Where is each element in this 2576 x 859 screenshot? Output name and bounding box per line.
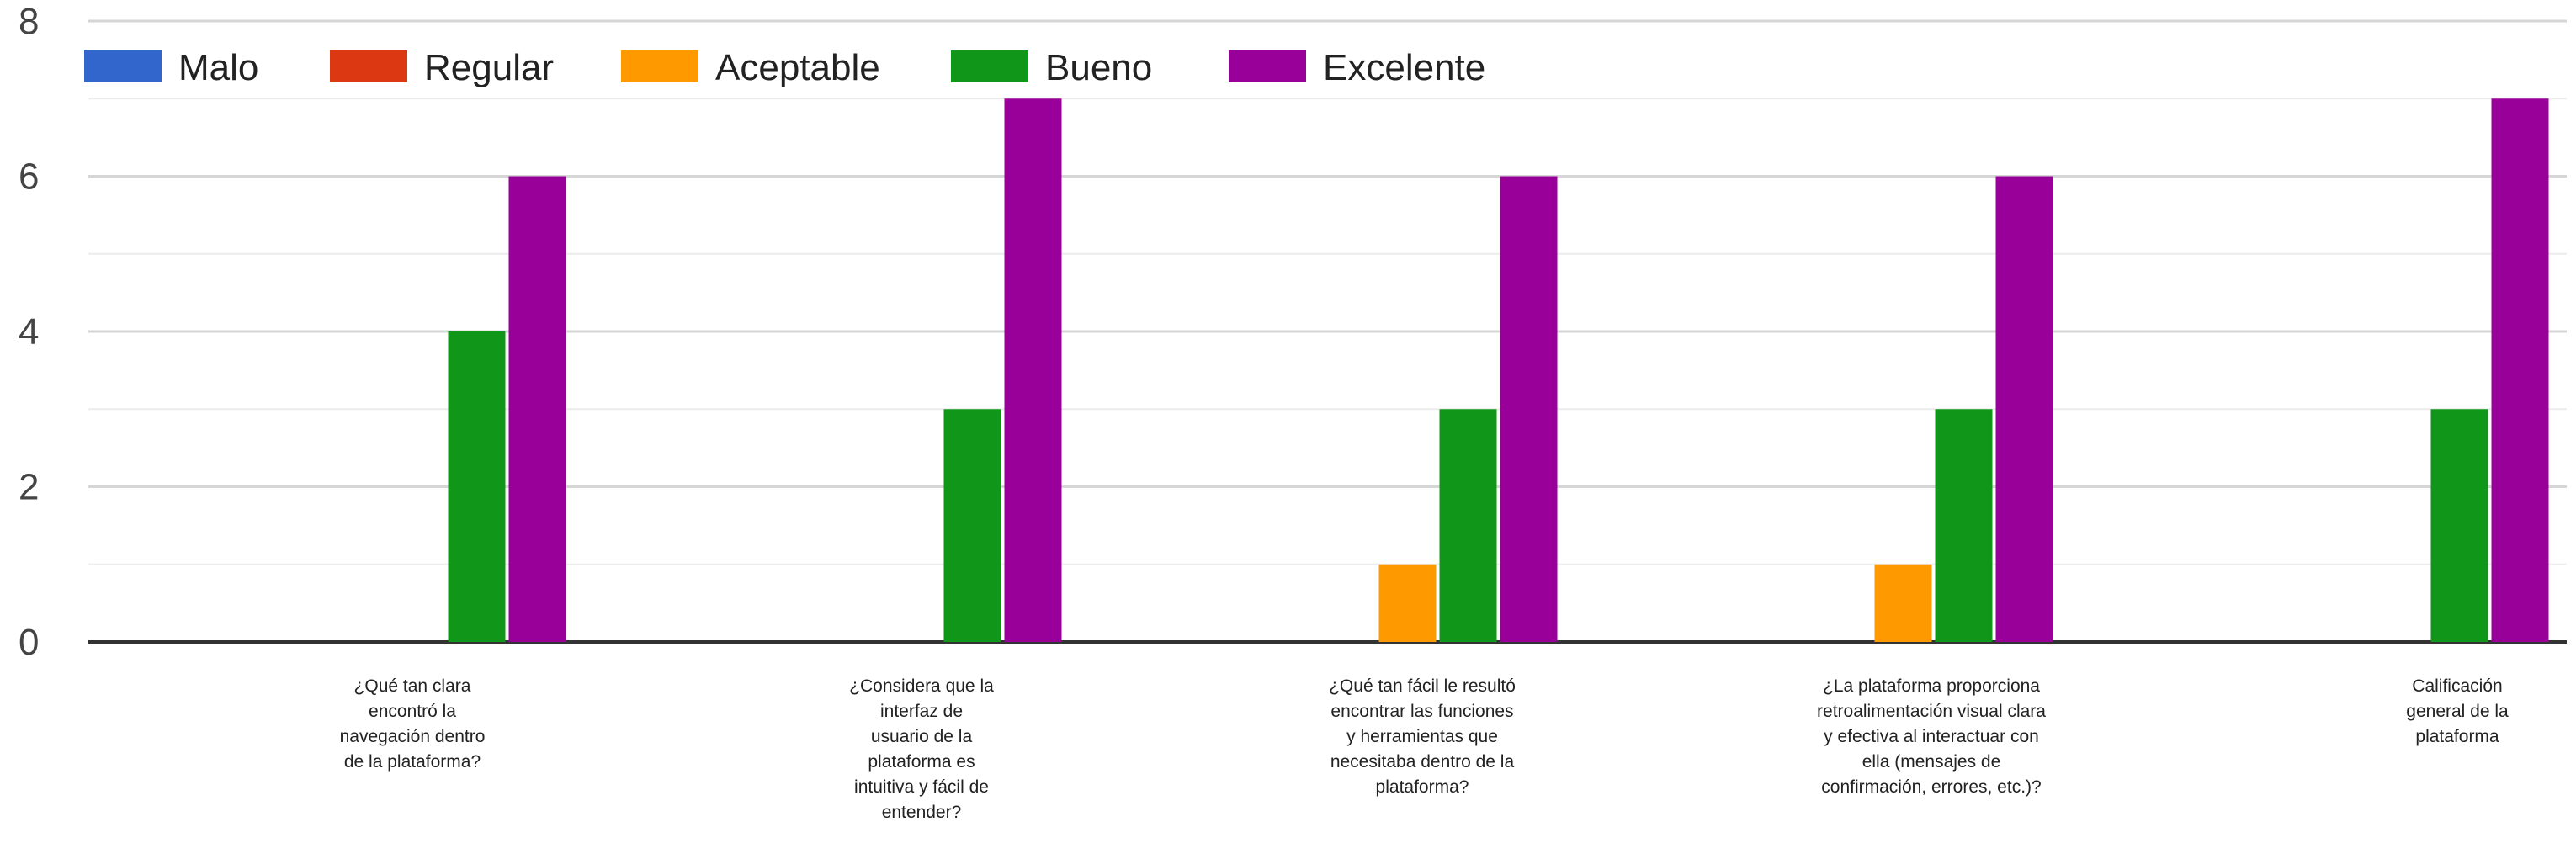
category-label-line: entender?: [882, 803, 962, 822]
bar-excelente-3: [1995, 176, 2053, 642]
legend-label-aceptable: Aceptable: [715, 47, 880, 88]
category-label: ¿Considera que la interfaz de usuario de l…: [849, 676, 994, 822]
category-label-line: encontrar las funciones: [1330, 702, 1513, 721]
bar-excelente-0: [508, 176, 566, 642]
legend-label-excelente: Excelente: [1323, 47, 1485, 88]
category-label: ¿Qué tan fácil le resultó encontrar las f…: [1329, 676, 1516, 797]
legend-label-malo: Malo: [178, 47, 258, 88]
category-label-line: usuario de la: [871, 727, 973, 746]
legend-swatch-excelente: [1229, 50, 1306, 82]
category-label-line: ella (mensajes de: [1862, 752, 2001, 772]
category-label-line: general de la: [2406, 702, 2509, 721]
category-label-line: plataforma: [2415, 727, 2499, 746]
bar-excelente-4: [2491, 98, 2549, 642]
bar-bueno-3: [1935, 409, 1993, 642]
category-label-line: confirmación, errores, etc.)?: [1821, 777, 2041, 797]
y-tick-label: 0: [19, 622, 39, 663]
category-label: ¿La plataforma proporciona retroalimentac…: [1817, 676, 2046, 797]
category-label-line: intuitiva y fácil de: [854, 777, 989, 797]
category-label: Calificación general de la plataforma: [2406, 676, 2509, 746]
category-label-line: encontró la: [369, 702, 456, 721]
bar-bueno-1: [943, 409, 1001, 642]
legend-swatch-regular: [330, 50, 407, 82]
bars: [448, 98, 2549, 642]
y-tick-label: 4: [19, 311, 39, 353]
category-label-line: necesitaba dentro de la: [1330, 752, 1515, 772]
bar-aceptable-3: [1874, 564, 1932, 642]
bar-excelente-1: [1004, 98, 1062, 642]
y-tick-label: 2: [19, 467, 39, 508]
category-label-line: plataforma es: [868, 752, 975, 772]
legend-swatch-aceptable: [621, 50, 698, 82]
y-axis-ticks: 0 2 4 6 8: [19, 1, 39, 663]
legend-swatch-malo: [84, 50, 162, 82]
bar-bueno-0: [448, 331, 506, 642]
legend-label-regular: Regular: [424, 47, 554, 88]
y-tick-label: 6: [19, 156, 39, 198]
category-label-line: navegación dentro: [340, 727, 486, 746]
bar-bueno-4: [2430, 409, 2488, 642]
category-label-line: y efectiva al interactuar con: [1824, 727, 2039, 746]
category-label-line: y herramientas que: [1346, 727, 1498, 746]
category-labels: ¿Qué tan clara encontró la navegación dent…: [340, 676, 2509, 822]
bar-aceptable-2: [1378, 564, 1437, 642]
category-label-line: retroalimentación visual clara: [1817, 702, 2046, 721]
legend-swatch-bueno: [951, 50, 1028, 82]
category-label-line: de la plataforma?: [344, 752, 481, 772]
bar-bueno-2: [1439, 409, 1497, 642]
category-label-line: plataforma?: [1376, 777, 1469, 797]
category-label-line: interfaz de: [880, 702, 963, 721]
bar-excelente-2: [1500, 176, 1558, 642]
y-tick-label: 8: [19, 1, 39, 42]
category-label-line: ¿Qué tan clara: [354, 676, 471, 696]
legend: Malo Regular Aceptable Bueno Excelente: [84, 47, 1485, 88]
legend-label-bueno: Bueno: [1045, 47, 1152, 88]
category-label-line: Calificación: [2412, 676, 2502, 696]
category-label: ¿Qué tan clara encontró la navegación dent…: [340, 676, 486, 772]
category-label-line: ¿Qué tan fácil le resultó: [1329, 676, 1516, 696]
category-label-line: ¿Considera que la: [849, 676, 994, 696]
category-label-line: ¿La plataforma proporciona: [1823, 676, 2040, 696]
